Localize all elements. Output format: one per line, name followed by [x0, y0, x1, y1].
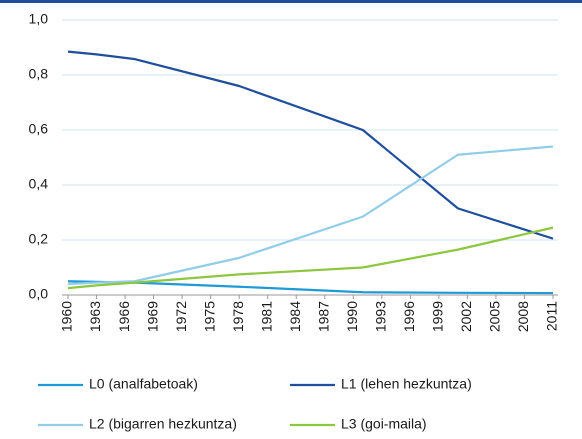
legend-label: L0 (analfabetoak)	[89, 376, 198, 392]
y-tick-label: 1,0	[29, 11, 49, 27]
x-tick-label: 2011	[544, 301, 560, 331]
x-tick-label: 1960	[59, 301, 75, 332]
x-tick-label: 1996	[401, 301, 417, 332]
series-line	[67, 145, 554, 286]
series-line	[67, 226, 554, 290]
x-tick-label: 1999	[430, 301, 446, 332]
x-tick-label: 1993	[373, 301, 389, 332]
y-tick-label: 0,6	[29, 121, 49, 137]
x-tick-label: 1966	[116, 301, 132, 332]
x-tick-label: 1975	[201, 301, 217, 332]
x-tick-label: 1978	[230, 301, 246, 332]
x-tick-label: 2005	[487, 301, 503, 332]
legend-label: L1 (lehen hezkuntza)	[341, 376, 472, 392]
y-tick-label: 0,2	[29, 231, 49, 247]
y-tick-label: 0,8	[29, 66, 49, 82]
x-tick-label: 2002	[458, 301, 474, 332]
x-tick-label: 1963	[87, 301, 103, 332]
top-rule	[0, 0, 582, 3]
x-tick-label: 2008	[515, 301, 531, 332]
y-tick-label: 0,0	[29, 286, 49, 302]
legend-label: L2 (bigarren hezkuntza)	[89, 416, 237, 432]
x-tick-label: 1969	[144, 301, 160, 332]
x-tick-label: 1972	[173, 301, 189, 332]
series-line	[67, 50, 554, 240]
x-tick-label: 1987	[315, 301, 331, 332]
x-tick-label: 1990	[344, 301, 360, 332]
legend-label: L3 (goi-maila)	[341, 416, 427, 432]
x-tick-label: 1984	[287, 301, 303, 332]
y-tick-label: 0,4	[29, 176, 49, 192]
x-tick-label: 1981	[258, 301, 274, 332]
